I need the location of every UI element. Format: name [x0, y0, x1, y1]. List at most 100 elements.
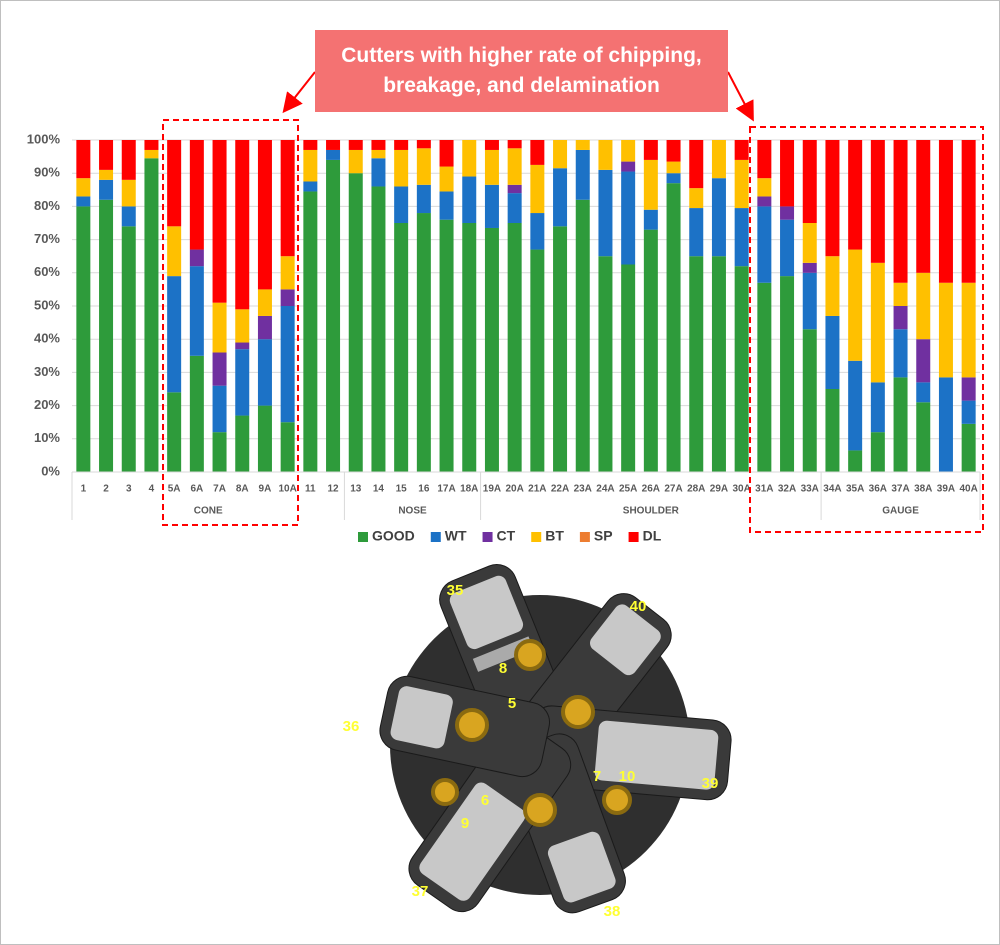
bar-segment: [439, 219, 454, 472]
bar-segment: [825, 315, 840, 389]
x-tick-label: 23A: [574, 484, 592, 495]
bar-segment: [303, 140, 318, 150]
bar-segment: [348, 140, 363, 150]
bar-segment: [666, 173, 681, 184]
x-tick-label: 29A: [710, 484, 728, 495]
bar-segment: [235, 415, 250, 472]
bar-segment: [235, 140, 250, 310]
bar-segment: [280, 289, 295, 306]
y-tick-label: 90%: [34, 165, 60, 180]
bar-segment: [462, 223, 477, 472]
bar-segment: [893, 377, 908, 472]
bar-segment: [689, 256, 704, 472]
cutter-number: 5: [508, 695, 516, 712]
y-tick-label: 100%: [27, 131, 61, 146]
x-tick-label: 37A: [891, 484, 909, 495]
bar-segment: [893, 329, 908, 378]
bar-segment: [462, 176, 477, 223]
nozzle: [602, 785, 632, 815]
legend-label: DL: [643, 528, 662, 544]
x-tick-label: 31A: [755, 484, 773, 495]
x-tick-label: 24A: [596, 484, 614, 495]
bar-segment: [916, 272, 931, 340]
bar-segment: [189, 355, 204, 472]
bar-segment: [416, 184, 431, 214]
bar-segment: [76, 206, 91, 472]
legend-label: WT: [445, 528, 467, 544]
x-tick-label: 18A: [460, 484, 478, 495]
bar-segment: [462, 140, 477, 177]
bar-segment: [666, 161, 681, 174]
x-tick-label: 32A: [778, 484, 796, 495]
x-tick-label: 6A: [190, 484, 203, 495]
nozzle: [455, 708, 489, 742]
bar-segment: [961, 140, 976, 283]
bar-segment: [99, 140, 114, 170]
bar-segment: [507, 193, 522, 223]
y-tick-label: 60%: [34, 264, 60, 279]
bar-segment: [484, 149, 499, 185]
bar-segment: [212, 432, 227, 472]
bar-segment: [757, 282, 772, 472]
cutter-number: 7: [593, 768, 601, 785]
bar-segment: [893, 282, 908, 306]
legend-label: GOOD: [372, 528, 415, 544]
bar-segment: [848, 450, 863, 472]
bar-segment: [76, 196, 91, 207]
bar-segment: [689, 208, 704, 257]
group-label: NOSE: [398, 506, 427, 517]
bar-segment: [121, 179, 136, 207]
bar-segment: [802, 272, 817, 330]
highlight-box: [749, 126, 984, 533]
bar-segment: [326, 140, 341, 150]
bar-segment: [257, 339, 272, 406]
bar-segment: [938, 377, 953, 472]
bar-segment: [734, 208, 749, 267]
cutter-number: 38: [604, 903, 621, 920]
bar-segment: [235, 349, 250, 416]
bar-segment: [598, 256, 613, 472]
bar-segment: [689, 188, 704, 209]
bar-segment: [257, 140, 272, 290]
bar-segment: [530, 213, 545, 250]
bar-segment: [598, 140, 613, 170]
bar-segment: [802, 223, 817, 263]
group-label: SHOULDER: [623, 506, 680, 517]
bar-segment: [212, 352, 227, 386]
bar-segment: [734, 159, 749, 209]
bar-segment: [621, 264, 636, 472]
bar-segment: [780, 276, 795, 472]
bar-segment: [757, 178, 772, 197]
legend-swatch: [482, 532, 493, 542]
x-tick-label: 20A: [505, 484, 523, 495]
bar-segment: [189, 140, 204, 250]
cutter-number: 39: [702, 775, 719, 792]
legend-swatch: [430, 532, 441, 542]
y-tick-label: 20%: [34, 397, 60, 412]
bar-segment: [961, 282, 976, 378]
bar-segment: [893, 306, 908, 330]
bar-segment: [484, 184, 499, 228]
bar-segment: [553, 140, 568, 169]
x-tick-label: 5A: [168, 484, 181, 495]
bar-segment: [144, 149, 159, 159]
bar-segment: [711, 140, 726, 179]
y-tick-label: 40%: [34, 331, 60, 346]
bar-segment: [598, 169, 613, 257]
bar-segment: [121, 140, 136, 180]
y-tick-label: 70%: [34, 231, 60, 246]
bar-segment: [235, 342, 250, 350]
nozzle: [523, 793, 557, 827]
x-tick-label: 8A: [236, 484, 249, 495]
bar-segment: [99, 169, 114, 180]
bar-segment: [938, 140, 953, 283]
bar-segment: [643, 209, 658, 230]
bar-segment: [257, 315, 272, 340]
cutter-number: 40: [630, 598, 647, 615]
bar-segment: [734, 266, 749, 472]
x-tick-label: 22A: [551, 484, 569, 495]
x-tick-label: 34A: [823, 484, 841, 495]
bar-segment: [507, 184, 522, 194]
y-tick-label: 0%: [41, 463, 60, 478]
